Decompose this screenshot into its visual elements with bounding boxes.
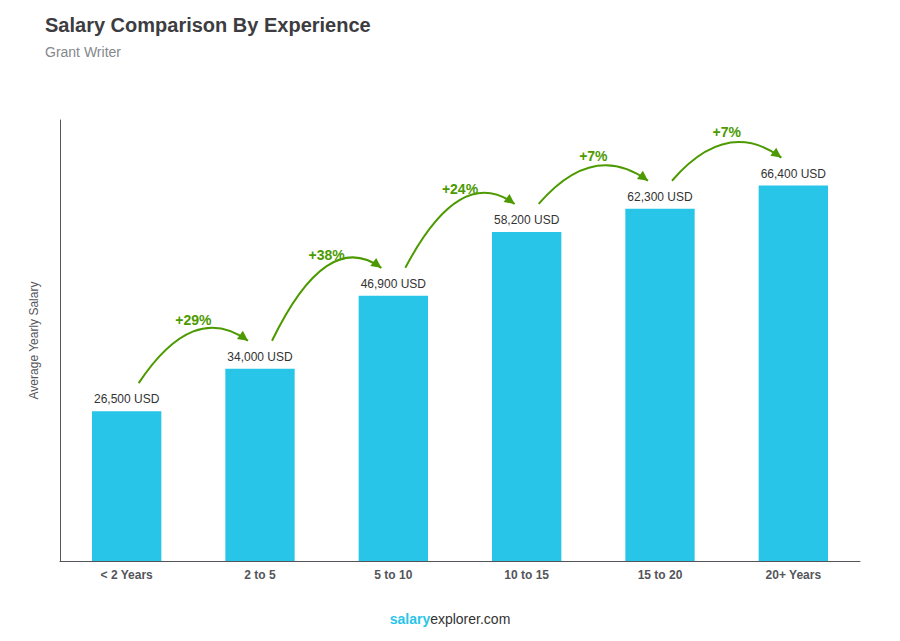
svg-text:2 to 5: 2 to 5 (244, 568, 276, 582)
svg-text:+38%: +38% (309, 247, 346, 263)
svg-text:26,500 USD: 26,500 USD (94, 392, 160, 406)
svg-text:+24%: +24% (442, 181, 479, 197)
svg-text:46,900 USD: 46,900 USD (361, 277, 427, 291)
svg-text:10 to 15: 10 to 15 (504, 568, 549, 582)
svg-text:+7%: +7% (712, 124, 741, 140)
svg-text:explorer.com: explorer.com (430, 611, 510, 627)
svg-text:5 to 10: 5 to 10 (374, 568, 412, 582)
svg-text:66,400 USD: 66,400 USD (761, 167, 827, 181)
svg-text:58,200 USD: 58,200 USD (494, 213, 560, 227)
svg-text:15 to 20: 15 to 20 (638, 568, 683, 582)
svg-text:+29%: +29% (175, 312, 212, 328)
svg-text:+7%: +7% (579, 148, 608, 164)
svg-text:62,300 USD: 62,300 USD (627, 190, 693, 204)
svg-text:Salary Comparison By Experienc: Salary Comparison By Experience (45, 14, 371, 36)
svg-text:20+ Years: 20+ Years (766, 568, 822, 582)
svg-text:Grant Writer: Grant Writer (45, 44, 121, 60)
svg-text:salary: salary (390, 611, 431, 627)
svg-text:34,000 USD: 34,000 USD (227, 350, 293, 364)
svg-text:Average Yearly Salary: Average Yearly Salary (27, 282, 41, 400)
svg-text:< 2 Years: < 2 Years (101, 568, 153, 582)
